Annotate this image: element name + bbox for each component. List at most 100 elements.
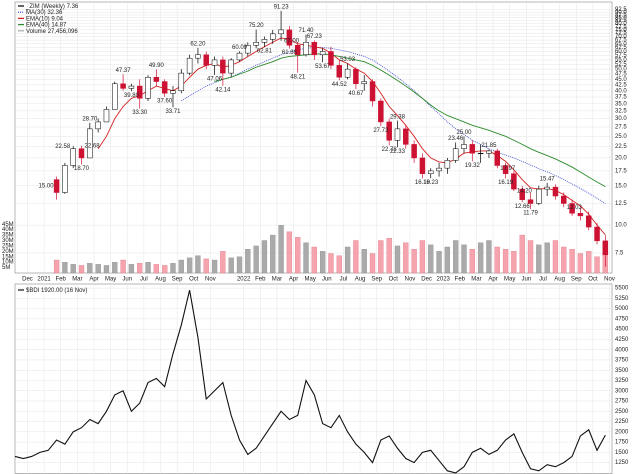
price-annotation: 29.38 xyxy=(390,114,406,120)
y-tick-label: 10.0 xyxy=(615,223,627,229)
y-tick-label: 87.5 xyxy=(615,13,627,19)
volume-bar xyxy=(320,251,326,274)
candle-body xyxy=(394,128,401,141)
x-tick-label: Jul xyxy=(340,277,348,283)
y-tick-label: 25.0 xyxy=(615,134,627,140)
legend-text: (16 Nov) xyxy=(64,288,87,294)
price-annotation: 27.73 xyxy=(373,128,389,134)
volume-bar xyxy=(328,253,334,274)
price-annotation: 42.14 xyxy=(215,87,231,93)
candle-body xyxy=(203,54,209,66)
volume-bar xyxy=(295,237,301,274)
volume-bar xyxy=(178,259,184,274)
price-annotation: 33.71 xyxy=(165,109,181,115)
volume-bar xyxy=(228,257,234,274)
volume-bar xyxy=(428,244,434,274)
price-annotation: 49.90 xyxy=(149,63,165,69)
y-tick-label: 27.5 xyxy=(615,125,627,131)
price-annotation: 14.20 xyxy=(517,189,533,195)
volume-bar xyxy=(261,240,268,274)
candle-body xyxy=(153,76,160,82)
volume-bar xyxy=(128,264,135,274)
candle-body xyxy=(211,59,218,66)
candle-body xyxy=(452,148,459,161)
price-annotation: 71.40 xyxy=(299,28,315,34)
y-tick-label: 22.5 xyxy=(615,144,627,150)
x-tick-label: Sep xyxy=(371,277,382,283)
volume-bar xyxy=(353,240,359,274)
y-tick-label: 2000 xyxy=(615,429,629,435)
candle-body xyxy=(602,240,609,256)
bdi-line xyxy=(14,290,606,474)
legend-text: $BDI xyxy=(26,288,40,294)
volume-bar xyxy=(477,242,484,274)
legend-text: 1920.00 xyxy=(41,288,63,294)
price-annotation: 33.30 xyxy=(132,110,148,116)
y-tick-label: 20.0 xyxy=(615,156,627,162)
candle-body xyxy=(594,226,600,242)
volume-bar xyxy=(461,244,467,274)
volume-bar xyxy=(53,259,60,274)
x-tick-label: May xyxy=(105,277,116,283)
y-tick-label: 7.5 xyxy=(615,251,624,257)
candle-body xyxy=(78,148,85,159)
volume-bar xyxy=(236,256,243,274)
volume-bar xyxy=(527,240,534,274)
candle-body xyxy=(294,44,301,56)
volume-bar xyxy=(577,253,584,274)
candle-body xyxy=(145,76,151,99)
candle-body xyxy=(236,52,243,61)
legend-entry: _ZIM (Weekly) 7.36 xyxy=(25,4,79,10)
price-annotation: 12.03 xyxy=(567,205,583,211)
volume-bar xyxy=(211,259,218,274)
candle-body xyxy=(427,170,434,174)
candle-body xyxy=(544,186,550,190)
candle-body xyxy=(444,160,451,169)
y-tick-label: 4750 xyxy=(615,316,629,322)
y-tick-label: 5500 xyxy=(615,286,629,292)
candle-body xyxy=(136,85,143,99)
y-tick-label: 72.5 xyxy=(615,31,627,37)
candle-body xyxy=(511,173,517,190)
candle-body xyxy=(494,150,501,166)
volume-bar xyxy=(552,240,559,274)
volume-bar xyxy=(286,231,293,274)
x-tick-label: Sep xyxy=(571,277,582,283)
price-annotation: 25.00 xyxy=(456,130,472,136)
candle-body xyxy=(577,213,584,217)
legend-text: _ZIM (Weekly) xyxy=(25,4,65,10)
price-annotation: 61.86 xyxy=(282,50,298,56)
legend-text: 14.87 xyxy=(51,22,67,28)
volume-bar xyxy=(311,246,317,274)
volume-bar xyxy=(403,242,409,274)
candle-body xyxy=(53,179,60,193)
volume-bar xyxy=(145,262,151,274)
price-annotation: 37.60 xyxy=(157,98,173,104)
price-annotation: 53.03 xyxy=(340,57,356,63)
y-tick-label: 75.0 xyxy=(615,27,627,33)
x-tick-label: Jun xyxy=(322,277,332,283)
legend-text: 32.36 xyxy=(47,10,63,16)
volume-bar xyxy=(394,245,401,274)
candle-body xyxy=(186,57,193,74)
x-tick-label: Feb xyxy=(255,277,266,283)
legend-entry: Volume 27,456,096 xyxy=(26,28,78,34)
price-annotation: 47.37 xyxy=(116,68,132,74)
y-tick-label: 4250 xyxy=(615,337,629,343)
price-annotation: 48.21 xyxy=(290,74,306,80)
price-annotation: 17.97 xyxy=(500,166,516,172)
volume-bar xyxy=(469,249,475,274)
price-annotation: 18.70 xyxy=(74,166,90,172)
x-tick-label: Sep xyxy=(172,277,183,283)
y-tick-label: 30.0 xyxy=(615,116,627,122)
candle-body xyxy=(378,100,384,123)
volume-bar xyxy=(561,246,567,274)
legend-entry: MA(30) 32.36 xyxy=(26,10,63,16)
x-tick-label: Jun xyxy=(522,277,532,283)
candle-body xyxy=(461,144,467,149)
ma-line xyxy=(181,47,606,204)
candle-body xyxy=(62,165,68,193)
y-tick-label: 55.0 xyxy=(615,58,627,64)
x-tick-label: Aug xyxy=(155,277,166,283)
candle-body xyxy=(95,121,101,130)
